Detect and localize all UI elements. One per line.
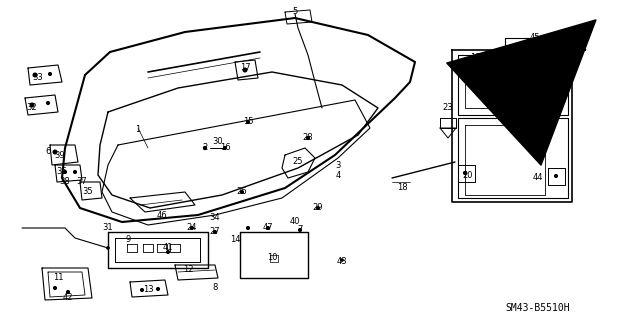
Text: 19: 19: [470, 54, 480, 63]
Text: 46: 46: [157, 211, 167, 219]
Text: 21: 21: [513, 125, 524, 135]
Circle shape: [107, 247, 109, 249]
Text: 35: 35: [83, 188, 93, 197]
Text: 32: 32: [27, 103, 37, 113]
Circle shape: [555, 174, 557, 177]
Circle shape: [67, 291, 69, 293]
Text: 37: 37: [77, 177, 88, 187]
Text: 36: 36: [56, 167, 67, 176]
Circle shape: [246, 121, 250, 123]
Text: 22: 22: [532, 114, 543, 122]
Text: 4: 4: [335, 170, 340, 180]
Text: 2: 2: [202, 144, 207, 152]
Text: 3: 3: [335, 160, 340, 169]
Text: 1: 1: [136, 125, 141, 135]
Text: 10: 10: [267, 254, 277, 263]
Circle shape: [30, 103, 34, 107]
Text: 40: 40: [290, 218, 300, 226]
Text: 34: 34: [210, 213, 220, 222]
Text: 18: 18: [397, 183, 407, 192]
Circle shape: [157, 288, 159, 290]
Circle shape: [241, 191, 243, 193]
Text: 11: 11: [52, 273, 63, 283]
Text: 5: 5: [292, 8, 298, 17]
Text: 15: 15: [243, 117, 253, 127]
Text: FR.: FR.: [568, 43, 588, 53]
Circle shape: [63, 171, 67, 173]
Circle shape: [49, 73, 51, 75]
Text: 45: 45: [530, 33, 540, 42]
Circle shape: [531, 44, 533, 46]
Text: 24: 24: [187, 224, 197, 233]
Text: 9: 9: [125, 235, 131, 244]
Text: 43: 43: [337, 257, 348, 266]
Circle shape: [243, 68, 247, 72]
Text: 47: 47: [262, 224, 273, 233]
Circle shape: [53, 150, 57, 154]
Text: 44: 44: [532, 174, 543, 182]
Circle shape: [166, 251, 170, 253]
Text: 17: 17: [240, 63, 250, 72]
Text: 7: 7: [298, 226, 303, 234]
Text: 27: 27: [210, 227, 220, 236]
Text: 14: 14: [230, 235, 240, 244]
Text: 6: 6: [45, 147, 51, 157]
Text: 23: 23: [443, 103, 453, 113]
Circle shape: [545, 44, 547, 46]
Text: 42: 42: [63, 293, 73, 302]
Text: 28: 28: [303, 133, 314, 143]
Text: 8: 8: [212, 284, 218, 293]
Circle shape: [307, 137, 309, 139]
Text: 31: 31: [102, 224, 113, 233]
Circle shape: [317, 207, 319, 209]
Text: 29: 29: [313, 204, 323, 212]
Circle shape: [246, 227, 250, 229]
Text: 41: 41: [163, 243, 173, 253]
Text: 38: 38: [60, 177, 70, 187]
Text: 33: 33: [33, 73, 44, 83]
Text: 30: 30: [212, 137, 223, 146]
Circle shape: [223, 147, 227, 149]
Circle shape: [267, 227, 269, 229]
Circle shape: [54, 287, 56, 289]
Circle shape: [517, 44, 519, 46]
Text: SM43-B5510H: SM43-B5510H: [506, 303, 570, 313]
Circle shape: [141, 289, 143, 291]
Circle shape: [299, 229, 301, 231]
Text: 13: 13: [143, 286, 154, 294]
Text: 25: 25: [292, 158, 303, 167]
Circle shape: [214, 231, 216, 234]
Circle shape: [463, 172, 467, 174]
Circle shape: [74, 171, 76, 173]
Text: 39: 39: [54, 151, 65, 160]
Circle shape: [341, 259, 343, 261]
Text: 20: 20: [463, 170, 473, 180]
Text: 12: 12: [183, 265, 193, 275]
Circle shape: [204, 146, 207, 150]
Circle shape: [47, 102, 49, 104]
Text: 26: 26: [237, 188, 247, 197]
Circle shape: [191, 227, 193, 229]
Circle shape: [33, 73, 36, 77]
Text: 16: 16: [220, 144, 230, 152]
